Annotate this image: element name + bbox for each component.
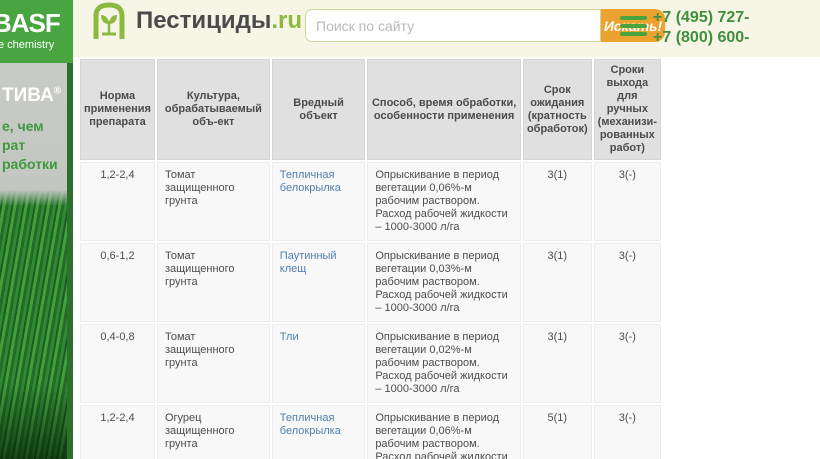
- site-tld: .ru: [271, 7, 303, 34]
- table-row: 1,2-2,4 Томат защищенного грунта Тепличная…: [80, 162, 661, 241]
- banner-product-title: ТИВА®: [2, 85, 62, 106]
- col-header-method: Способ, время обработки, особенности при…: [367, 59, 521, 160]
- cell-culture: Томат защищенного грунта: [156, 243, 270, 322]
- application-rates-table: Норма применения препарата Культура, обр…: [78, 57, 663, 459]
- basf-tagline: e chemistry: [0, 39, 55, 51]
- table-row: 1,2-2,4 Огурец защищенного грунта Теплична…: [80, 405, 661, 459]
- grass-photo: [0, 190, 67, 459]
- cell-culture: Огурец защищенного грунта: [156, 405, 270, 459]
- site-logo[interactable]: Пестициды .ru: [90, 1, 302, 41]
- table-body: 1,2-2,4 Томат защищенного грунта Тепличная…: [80, 162, 661, 459]
- top-header-bar: Пестициды.ru Искать! +7 (495) 727- +7 (8…: [73, 0, 820, 57]
- site-name: Пестициды: [136, 7, 272, 34]
- cell-method: Опрыскивание в период вегетации 0,03%-м …: [367, 243, 521, 322]
- table-header-row: Норма применения препарата Культура, обр…: [80, 59, 661, 160]
- cell-pest: Тепличная белокрылка: [271, 162, 366, 241]
- cell-pest: Паутинный клещ: [271, 243, 366, 322]
- cell-pest: Тепличная белокрылка: [271, 405, 366, 459]
- col-header-exit: Сроки выхода для ручных (механизи-рованн…: [593, 59, 661, 160]
- pest-link[interactable]: Паутинный клещ: [279, 250, 337, 275]
- phone-number-1[interactable]: +7 (495) 727-: [653, 9, 750, 26]
- cell-culture: Томат защищенного грунта: [156, 324, 270, 403]
- col-header-waiting: Срок ожидания (кратность обработок): [522, 59, 592, 160]
- cell-pest: Тли: [271, 324, 366, 403]
- cell-method: Опрыскивание в период вегетации 0,02%-м …: [367, 324, 521, 403]
- col-header-pest: Вредный объект: [271, 59, 366, 160]
- search-bar: Искать!: [305, 9, 665, 42]
- cell-rate: 0,4-0,8: [80, 324, 155, 403]
- phone-number-2[interactable]: +7 (800) 600-: [653, 29, 750, 46]
- table-row: 0,6-1,2 Томат защищенного грунта Паутинный…: [80, 243, 661, 322]
- cell-method: Опрыскивание в период вегетации 0,06%-м …: [367, 405, 521, 459]
- registered-mark: ®: [53, 85, 62, 97]
- phone-numbers: +7 (495) 727- +7 (800) 600-: [653, 8, 750, 48]
- search-input[interactable]: [305, 9, 601, 42]
- product-ad-banner[interactable]: ТИВА® е, чем рат работки: [0, 63, 73, 459]
- cell-exit: 3(-): [593, 162, 661, 241]
- basf-logo-block[interactable]: BASF e chemistry: [0, 0, 73, 63]
- pest-link[interactable]: Тепличная белокрылка: [279, 412, 341, 437]
- cell-waiting: 3(1): [522, 243, 592, 322]
- cell-rate: 1,2-2,4: [80, 162, 155, 241]
- basf-logo-text: BASF: [0, 8, 61, 38]
- pest-link[interactable]: Тепличная белокрылка: [279, 169, 341, 194]
- cell-waiting: 3(1): [522, 324, 592, 403]
- table-row: 0,4-0,8 Томат защищенного грунта Тли Опрыск…: [80, 324, 661, 403]
- sprout-logo-icon: [93, 2, 125, 39]
- col-header-culture: Культура, обрабатываемый объ-ект: [156, 59, 270, 160]
- hamburger-menu-icon[interactable]: [620, 16, 647, 40]
- cell-exit: 3(-): [593, 324, 661, 403]
- cell-waiting: 3(1): [522, 162, 592, 241]
- cell-method: Опрыскивание в период вегетации 0,06%-м …: [367, 162, 521, 241]
- cell-exit: 3(-): [593, 405, 661, 459]
- cell-waiting: 5(1): [522, 405, 592, 459]
- cell-culture: Томат защищенного грунта: [156, 162, 270, 241]
- cell-rate: 0,6-1,2: [80, 243, 155, 322]
- cell-exit: 3(-): [593, 243, 661, 322]
- pest-link[interactable]: Тли: [279, 331, 299, 343]
- banner-slogan: е, чем рат работки: [2, 118, 58, 172]
- col-header-rate: Норма применения препарата: [80, 59, 155, 160]
- cell-rate: 1,2-2,4: [80, 405, 155, 459]
